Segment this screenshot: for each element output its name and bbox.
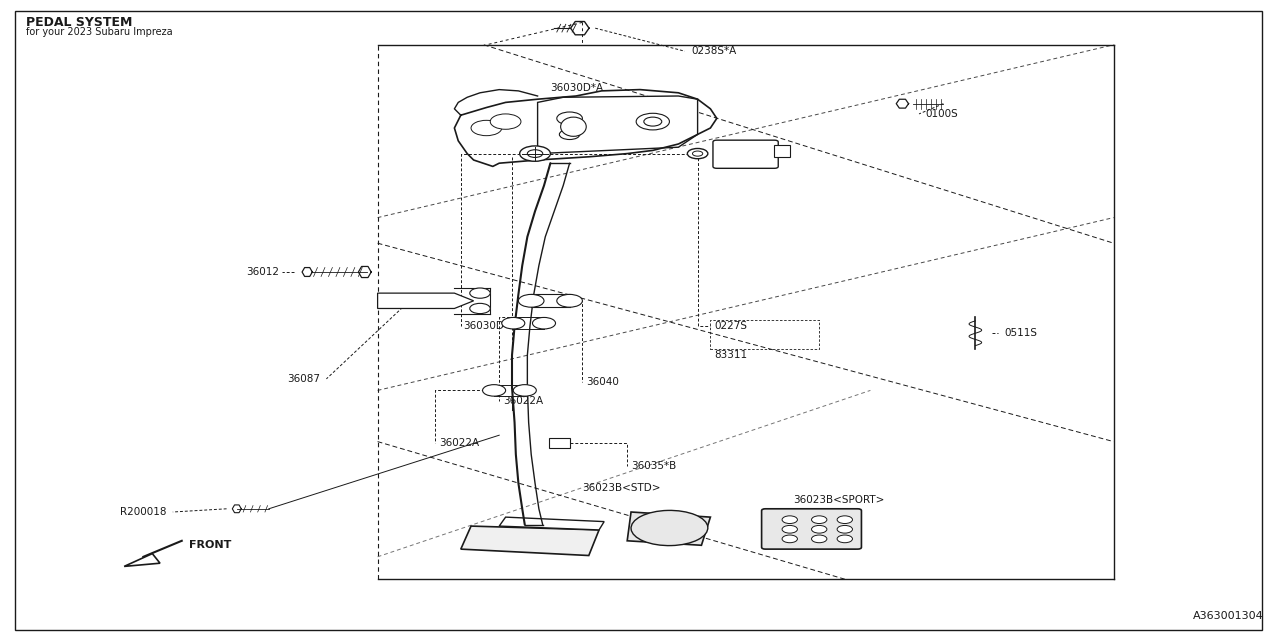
Text: FRONT: FRONT <box>189 540 232 550</box>
Circle shape <box>471 120 502 136</box>
Circle shape <box>557 294 582 307</box>
Ellipse shape <box>631 510 708 546</box>
Circle shape <box>782 535 797 543</box>
Polygon shape <box>538 96 698 154</box>
Text: 36035*B: 36035*B <box>631 461 676 471</box>
Text: 0227S: 0227S <box>714 321 748 332</box>
Polygon shape <box>378 293 474 308</box>
Text: 83311: 83311 <box>714 350 748 360</box>
Circle shape <box>502 317 525 329</box>
Bar <box>549 438 570 448</box>
Circle shape <box>782 525 797 533</box>
Circle shape <box>644 117 662 126</box>
Polygon shape <box>461 526 599 556</box>
FancyBboxPatch shape <box>713 140 778 168</box>
Circle shape <box>527 150 543 157</box>
Text: 0100S: 0100S <box>925 109 959 119</box>
Circle shape <box>812 516 827 524</box>
Polygon shape <box>627 512 710 545</box>
Circle shape <box>812 535 827 543</box>
Circle shape <box>636 113 669 130</box>
Text: 36012: 36012 <box>246 267 279 277</box>
Circle shape <box>782 516 797 524</box>
Circle shape <box>837 525 852 533</box>
Circle shape <box>812 525 827 533</box>
Text: 36023B<STD>: 36023B<STD> <box>582 483 660 493</box>
Text: 36040: 36040 <box>586 377 620 387</box>
Polygon shape <box>499 517 604 530</box>
Bar <box>774 145 790 157</box>
Text: 36023B<SPORT>: 36023B<SPORT> <box>794 495 884 506</box>
Text: for your 2023 Subaru Impreza: for your 2023 Subaru Impreza <box>26 27 173 37</box>
Text: 36022A: 36022A <box>439 438 479 448</box>
Text: 0238S*A: 0238S*A <box>691 46 736 56</box>
Circle shape <box>557 112 582 125</box>
Polygon shape <box>765 512 858 548</box>
Circle shape <box>520 146 550 161</box>
Circle shape <box>483 385 506 396</box>
Circle shape <box>470 303 490 314</box>
Text: A363001304: A363001304 <box>1193 611 1263 621</box>
Text: 36022A: 36022A <box>503 396 543 406</box>
Circle shape <box>559 129 580 140</box>
Circle shape <box>687 148 708 159</box>
Text: 0511S: 0511S <box>1005 328 1038 338</box>
Circle shape <box>470 288 490 298</box>
Ellipse shape <box>561 117 586 136</box>
Circle shape <box>490 114 521 129</box>
Text: R200018: R200018 <box>120 507 166 517</box>
Circle shape <box>518 294 544 307</box>
Circle shape <box>513 385 536 396</box>
FancyBboxPatch shape <box>762 509 861 549</box>
Circle shape <box>837 516 852 524</box>
Circle shape <box>532 317 556 329</box>
Circle shape <box>692 151 703 156</box>
Text: 36030D*B: 36030D*B <box>463 321 517 332</box>
Text: 36087: 36087 <box>287 374 320 384</box>
Text: PEDAL SYSTEM: PEDAL SYSTEM <box>26 16 132 29</box>
Text: 36030D*A: 36030D*A <box>550 83 604 93</box>
Circle shape <box>837 535 852 543</box>
Polygon shape <box>124 554 160 566</box>
